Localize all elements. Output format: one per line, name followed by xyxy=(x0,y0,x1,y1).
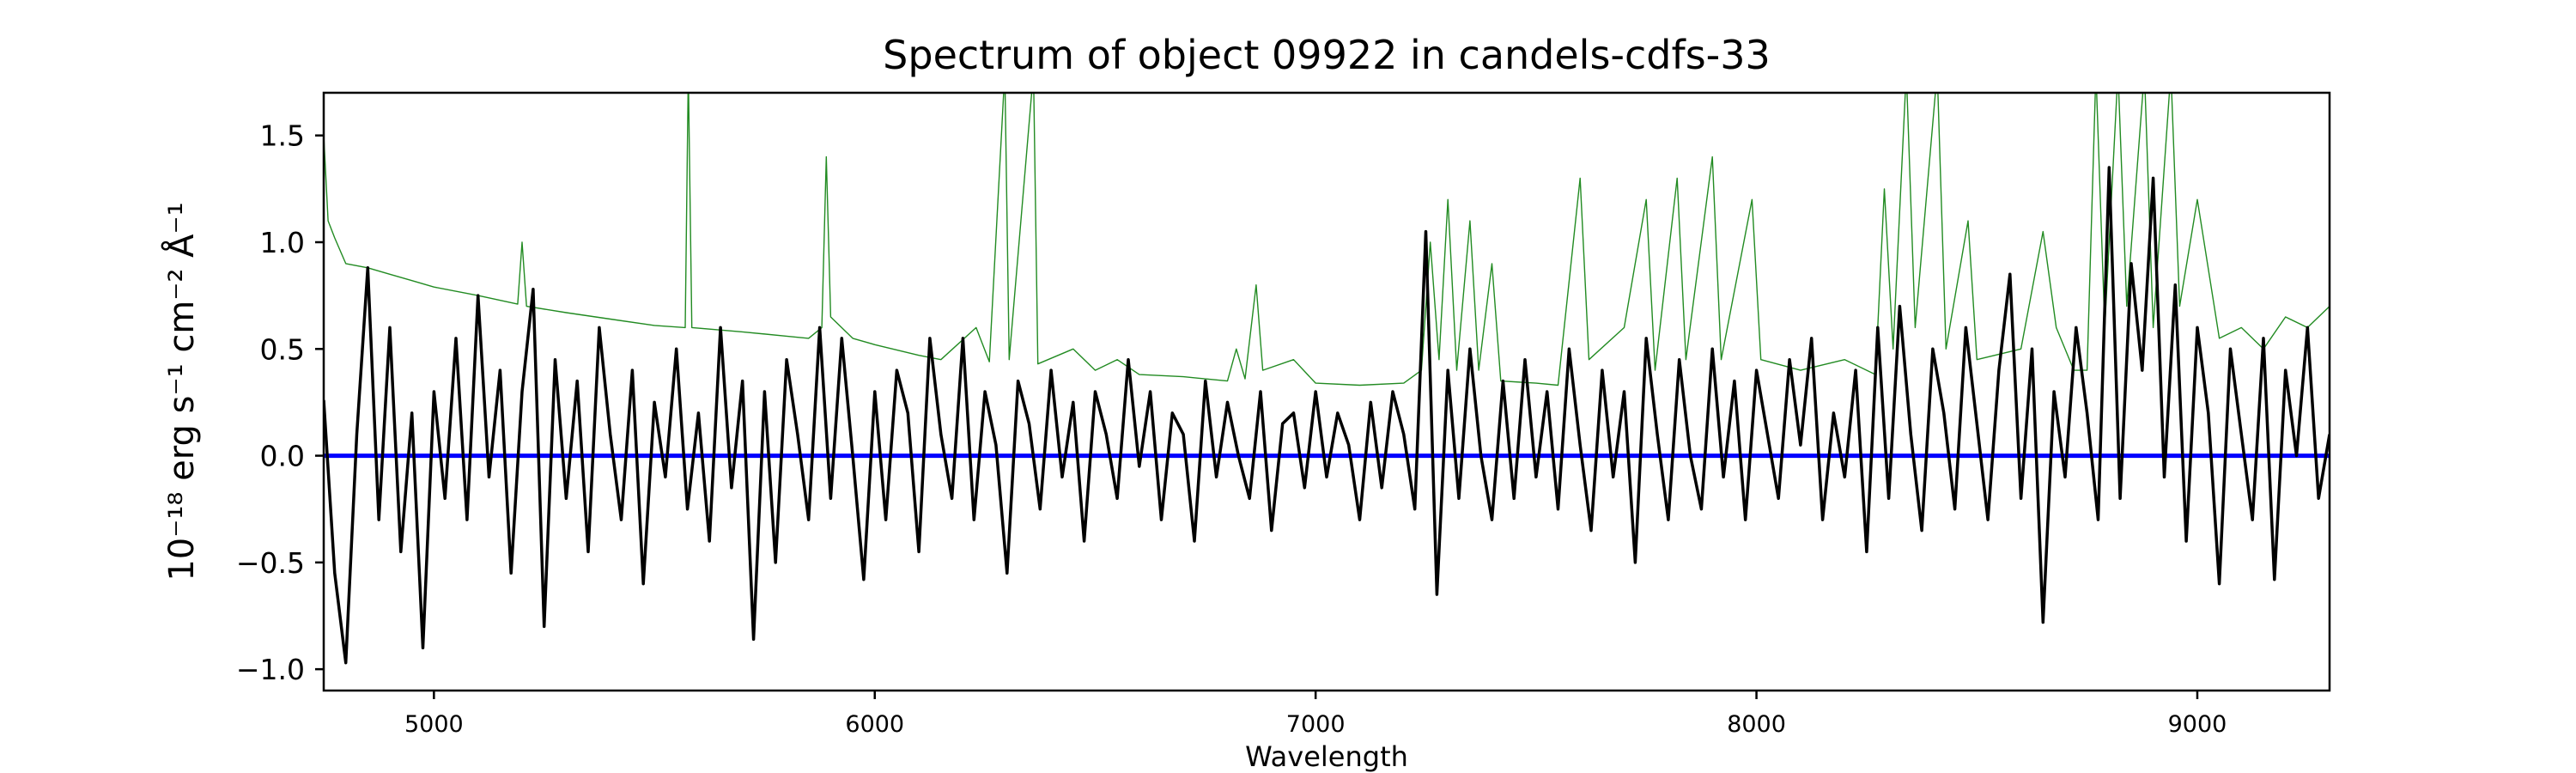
flux-line xyxy=(324,166,2330,665)
x-axis-label: Wavelength xyxy=(1245,740,1408,773)
x-tick-label: 8000 xyxy=(1727,711,1786,738)
y-tick-label: 0.5 xyxy=(260,332,305,366)
x-tick-label: 7000 xyxy=(1286,711,1346,738)
y-tick-label: 1.5 xyxy=(260,119,305,153)
y-axis-label: 10⁻¹⁸ erg s⁻¹ cm⁻² Å⁻¹ xyxy=(161,202,202,581)
y-tick-label: −0.5 xyxy=(236,546,305,580)
x-tick-label: 9000 xyxy=(2168,711,2227,738)
plot-frame xyxy=(322,91,2331,692)
sky-noise-line xyxy=(324,93,2330,386)
y-tick-label: 0.0 xyxy=(260,440,305,473)
x-tick-label: 5000 xyxy=(404,711,464,738)
chart-title: Spectrum of object 09922 in candels-cdfs… xyxy=(883,32,1771,78)
x-tick-label: 6000 xyxy=(845,711,904,738)
y-tick-label: 1.0 xyxy=(260,226,305,259)
y-tick-label: −1.0 xyxy=(236,653,305,686)
